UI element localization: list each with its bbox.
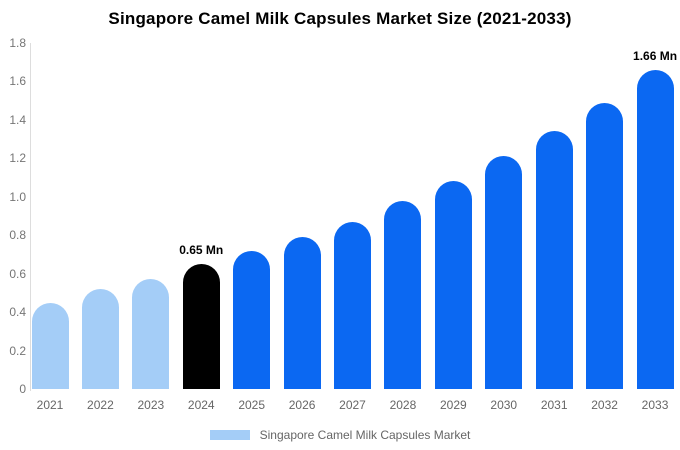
y-axis-tick-label: 0.2 xyxy=(9,343,26,358)
x-axis-tick-label-2022: 2022 xyxy=(87,398,114,412)
x-axis-tick-label-2031: 2031 xyxy=(540,398,568,412)
bar-2022 xyxy=(81,289,119,389)
x-axis-tick-label-2028: 2028 xyxy=(389,398,417,412)
x-axis-tick-label-2025: 2025 xyxy=(238,398,266,412)
legend-swatch xyxy=(209,430,250,440)
bar-2029 xyxy=(434,181,472,389)
y-axis-tick-label: 0 xyxy=(19,382,26,396)
x-axis-tick-label-2029: 2029 xyxy=(440,398,467,412)
bar-2021 xyxy=(31,302,69,389)
bar-2031 xyxy=(535,131,573,389)
y-axis-tick-label: 0.8 xyxy=(9,228,26,243)
bar-2025 xyxy=(233,250,271,389)
x-axis-tick-label-2027: 2027 xyxy=(339,398,366,412)
x-axis-tick-label-2032: 2032 xyxy=(591,398,618,412)
bar-2033 xyxy=(636,69,674,389)
x-axis-tick-label-2026: 2026 xyxy=(288,398,316,412)
y-axis-line xyxy=(30,43,31,391)
y-axis-tick-label: 1.0 xyxy=(9,189,26,204)
y-axis-tick-label: 0.6 xyxy=(9,266,26,281)
x-axis-tick-label-2030: 2030 xyxy=(490,398,518,412)
x-axis-tick-label-2023: 2023 xyxy=(137,398,165,412)
bar-2028 xyxy=(384,200,422,389)
bar-2032 xyxy=(586,102,624,389)
y-axis-tick-label: 0.4 xyxy=(9,305,26,320)
bar-2026 xyxy=(283,237,321,389)
data-label-2024: 0.65 Mn xyxy=(179,243,224,258)
y-axis-tick-label: 1.2 xyxy=(9,151,26,166)
y-axis-tick-label: 1.4 xyxy=(9,112,26,127)
bar-2027 xyxy=(334,221,372,389)
data-label-2033: 1.66 Mn xyxy=(633,48,678,63)
y-axis-tick-label: 1.6 xyxy=(9,74,26,89)
bar-2030 xyxy=(485,156,523,389)
y-axis-tick-label: 1.8 xyxy=(9,36,26,50)
legend-item: Singapore Camel Milk Capsules Market xyxy=(209,428,471,442)
bar-2023 xyxy=(132,279,170,389)
chart-legend: Singapore Camel Milk Capsules Market xyxy=(0,428,680,442)
x-axis-tick-label-2021: 2021 xyxy=(36,398,64,412)
legend-label: Singapore Camel Milk Capsules Market xyxy=(259,428,471,442)
x-axis-tick-label-2033: 2033 xyxy=(641,398,669,412)
chart-title: Singapore Camel Milk Capsules Market Siz… xyxy=(108,9,572,28)
x-axis-tick-label-2024: 2024 xyxy=(187,398,215,412)
bar-2024 xyxy=(182,264,220,389)
